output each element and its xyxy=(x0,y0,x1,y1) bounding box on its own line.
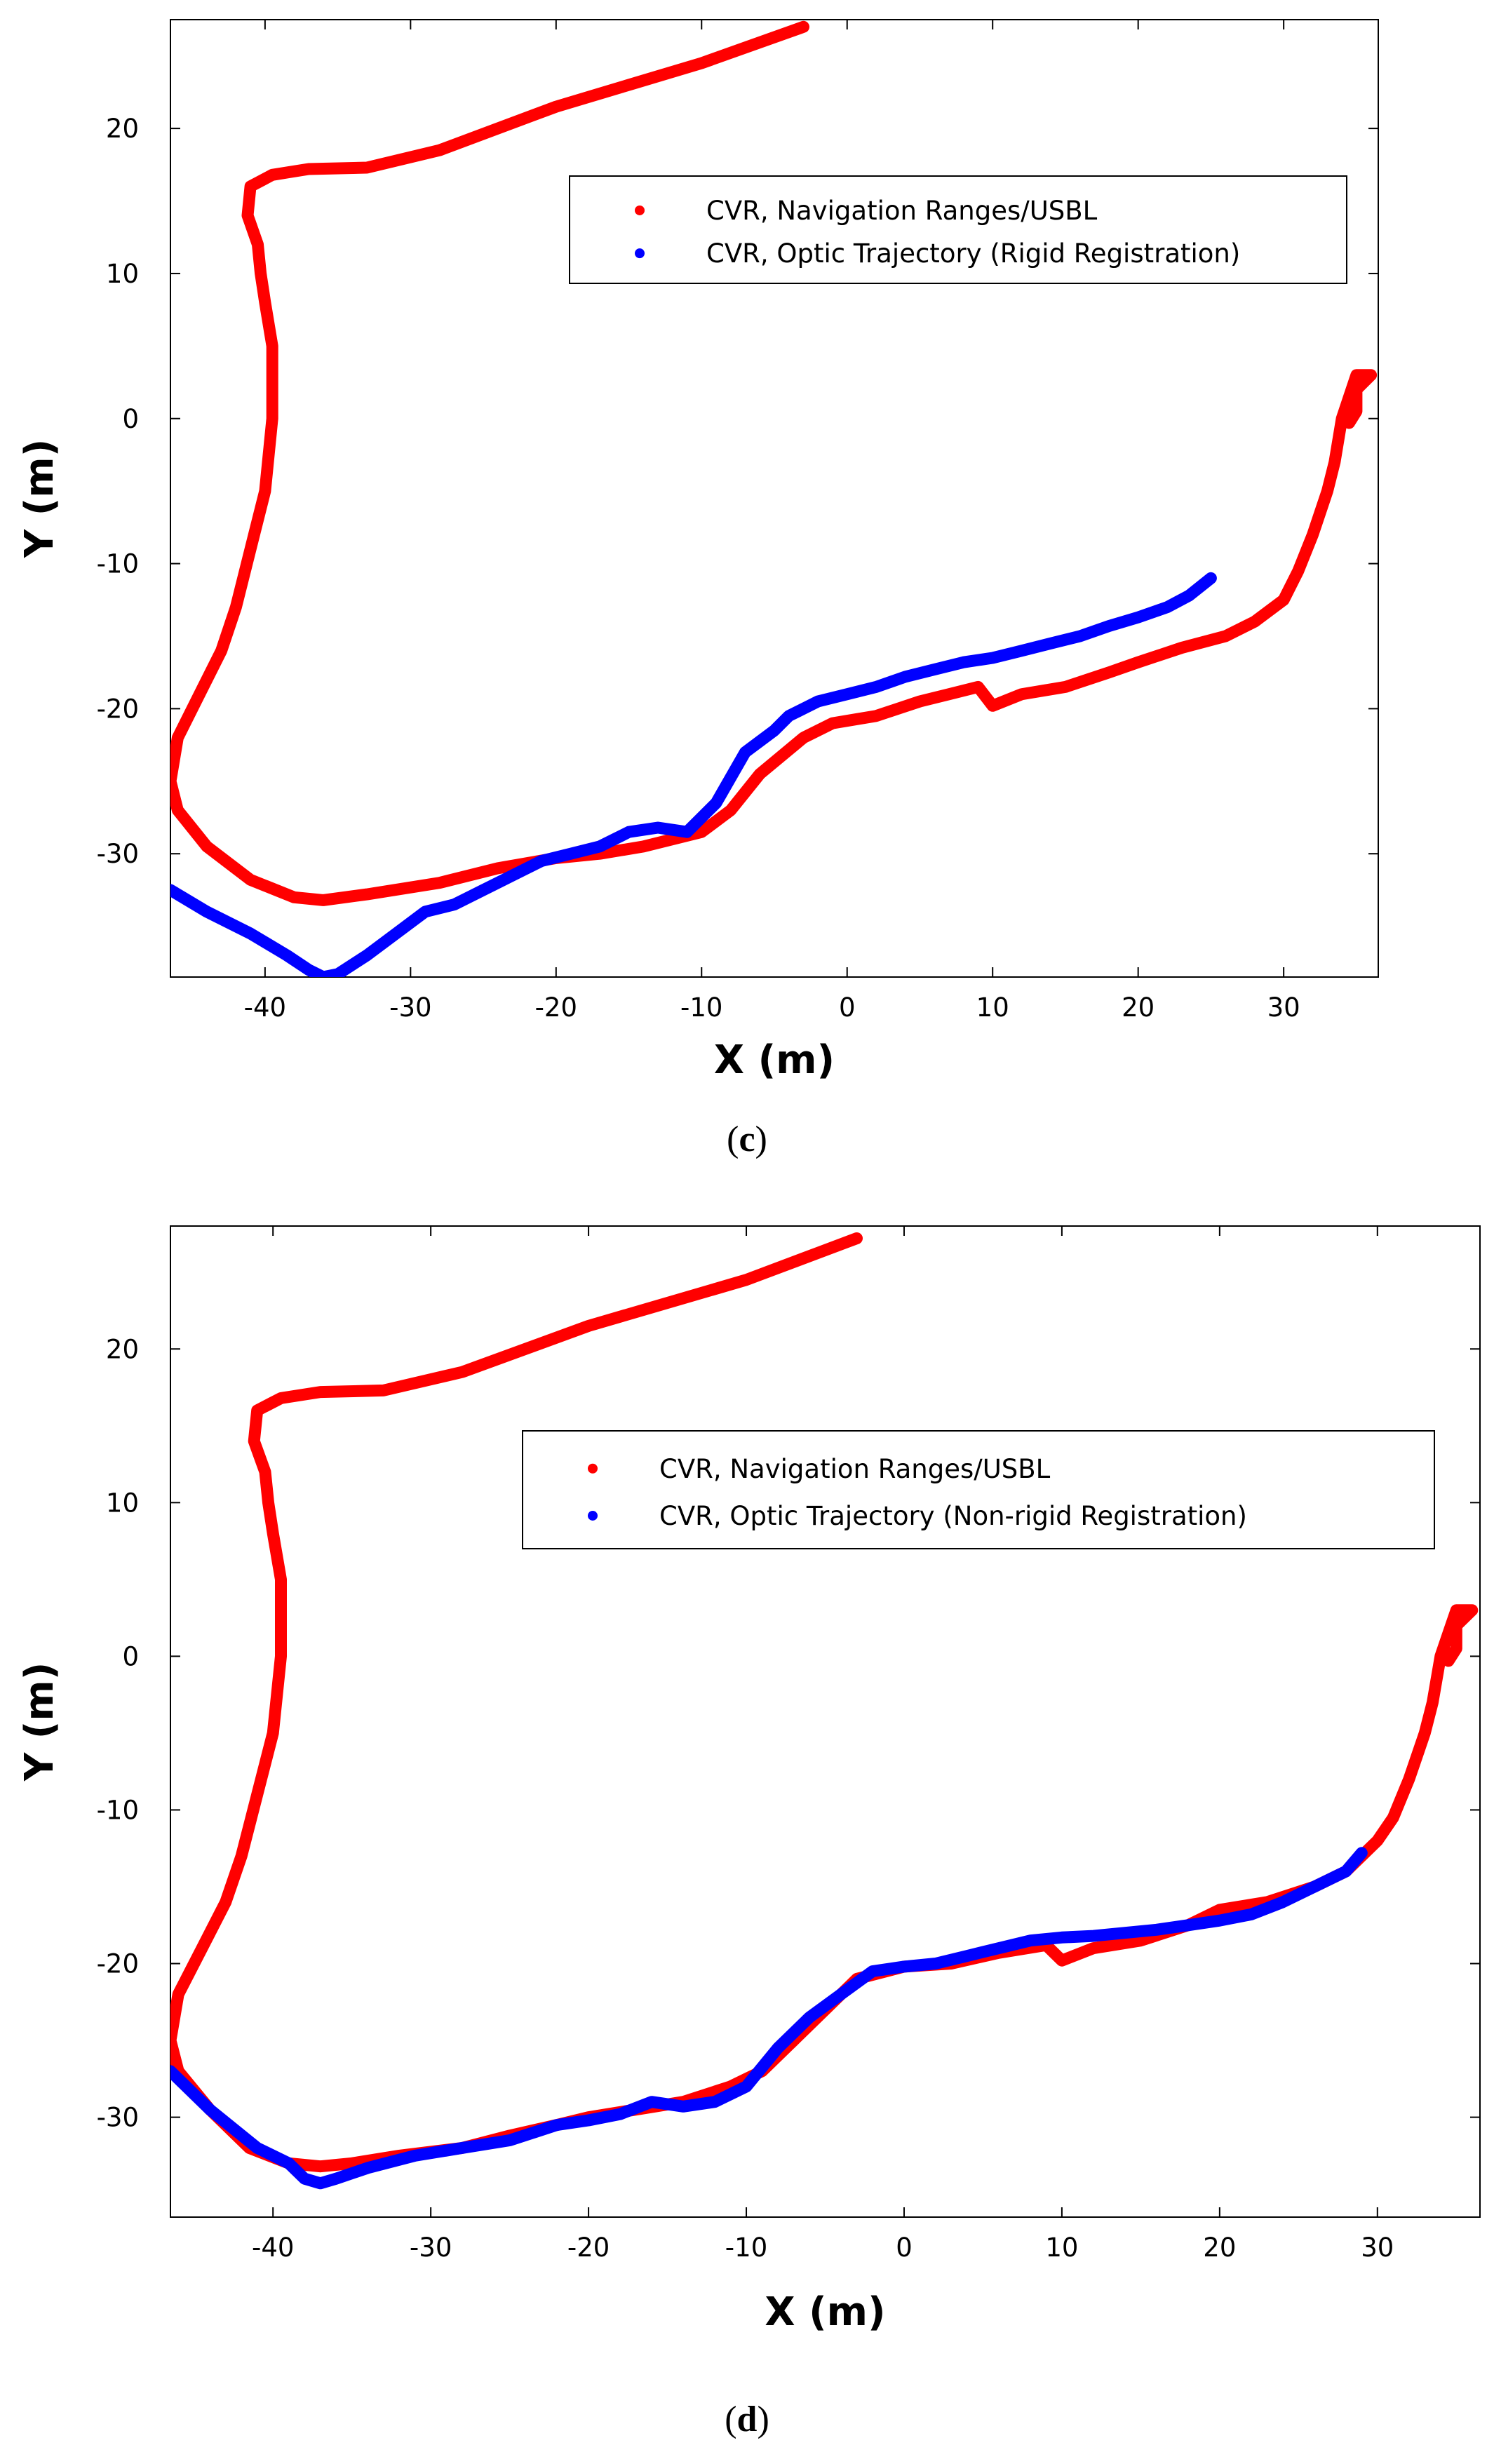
x-tick-label: 20 xyxy=(1122,992,1155,1023)
x-axis-label: X (m) xyxy=(765,2289,885,2335)
x-tick-label: -40 xyxy=(244,992,286,1023)
y-axis-label: Y (m) xyxy=(17,1662,62,1782)
x-tick-label: -20 xyxy=(535,992,577,1023)
caption-c: (c) xyxy=(727,1119,767,1159)
legend-marker xyxy=(635,205,645,215)
x-tick-label: -20 xyxy=(567,2233,610,2263)
legend-label: CVR, Optic Trajectory (Non-rigid Registr… xyxy=(659,1501,1247,1531)
y-tick-label: 10 xyxy=(106,259,139,289)
caption-c-letter: c xyxy=(739,1119,755,1159)
legend-box xyxy=(522,1430,1435,1549)
legend-label: CVR, Navigation Ranges/USBL xyxy=(659,1454,1051,1484)
chart-c: -40 -30 -20 -10 0 10 20 30 -30 -20 -10 0 10 20 X (m) Y … xyxy=(17,19,1379,1083)
x-axis-label: X (m) xyxy=(714,1037,835,1083)
y-tick-label: 20 xyxy=(106,1334,139,1364)
caption-d: (d) xyxy=(725,2399,769,2439)
y-tick-label: -30 xyxy=(97,839,139,869)
legend-label: CVR, Navigation Ranges/USBL xyxy=(706,196,1098,226)
plot-frame xyxy=(170,19,1379,978)
x-tick-label: -10 xyxy=(725,2233,767,2263)
panel-d: -40 -30 -20 -10 0 10 20 30 -30 -20 -10 0 10 20 X (m) Y … xyxy=(0,1206,1494,2464)
legend-label: CVR, Optic Trajectory (Rigid Registratio… xyxy=(706,238,1240,269)
x-tick-label: 10 xyxy=(1045,2233,1078,2263)
caption-d-letter: d xyxy=(736,2399,758,2439)
y-tick-label: -30 xyxy=(97,2103,139,2133)
series-optic-trajectory xyxy=(170,572,1217,977)
legend-box xyxy=(569,175,1347,284)
plot-frame xyxy=(170,1225,1481,2218)
x-tick-label: -30 xyxy=(389,992,431,1023)
series-optic-trajectory xyxy=(170,1847,1368,2190)
legend-marker xyxy=(588,1463,598,1474)
y-tick-label: 0 xyxy=(122,1641,139,1671)
x-tick-label: 0 xyxy=(839,992,856,1023)
y-tick-label: 10 xyxy=(106,1488,139,1518)
y-tick-label: -10 xyxy=(97,1795,139,1825)
x-tick-label: 30 xyxy=(1361,2233,1394,2263)
x-tick-label: 10 xyxy=(976,992,1009,1023)
x-tick-label: -30 xyxy=(410,2233,452,2263)
x-tick-label: -40 xyxy=(252,2233,294,2263)
x-tick-label: 0 xyxy=(896,2233,913,2263)
y-tick-label: -20 xyxy=(97,694,139,724)
x-tick-label: -10 xyxy=(680,992,722,1023)
y-tick-label: -10 xyxy=(97,549,139,579)
x-tick-label: 20 xyxy=(1203,2233,1236,2263)
y-axis-label: Y (m) xyxy=(17,439,62,559)
y-tick-label: -20 xyxy=(97,1949,139,1979)
y-tick-label: 0 xyxy=(122,404,139,434)
legend-marker xyxy=(635,248,645,259)
series-navigation-trajectory xyxy=(170,1232,1479,2173)
panel-c: -40 -30 -20 -10 0 10 20 30 -30 -20 -10 0 10 20 X (m) Y … xyxy=(0,0,1494,1206)
y-tick-label: 20 xyxy=(106,114,139,144)
chart-d: -40 -30 -20 -10 0 10 20 30 -30 -20 -10 0 10 20 X (m) Y … xyxy=(17,1225,1481,2335)
legend-marker xyxy=(588,1510,598,1521)
x-tick-label: 30 xyxy=(1267,992,1300,1023)
series-navigation-trajectory xyxy=(170,20,1378,906)
